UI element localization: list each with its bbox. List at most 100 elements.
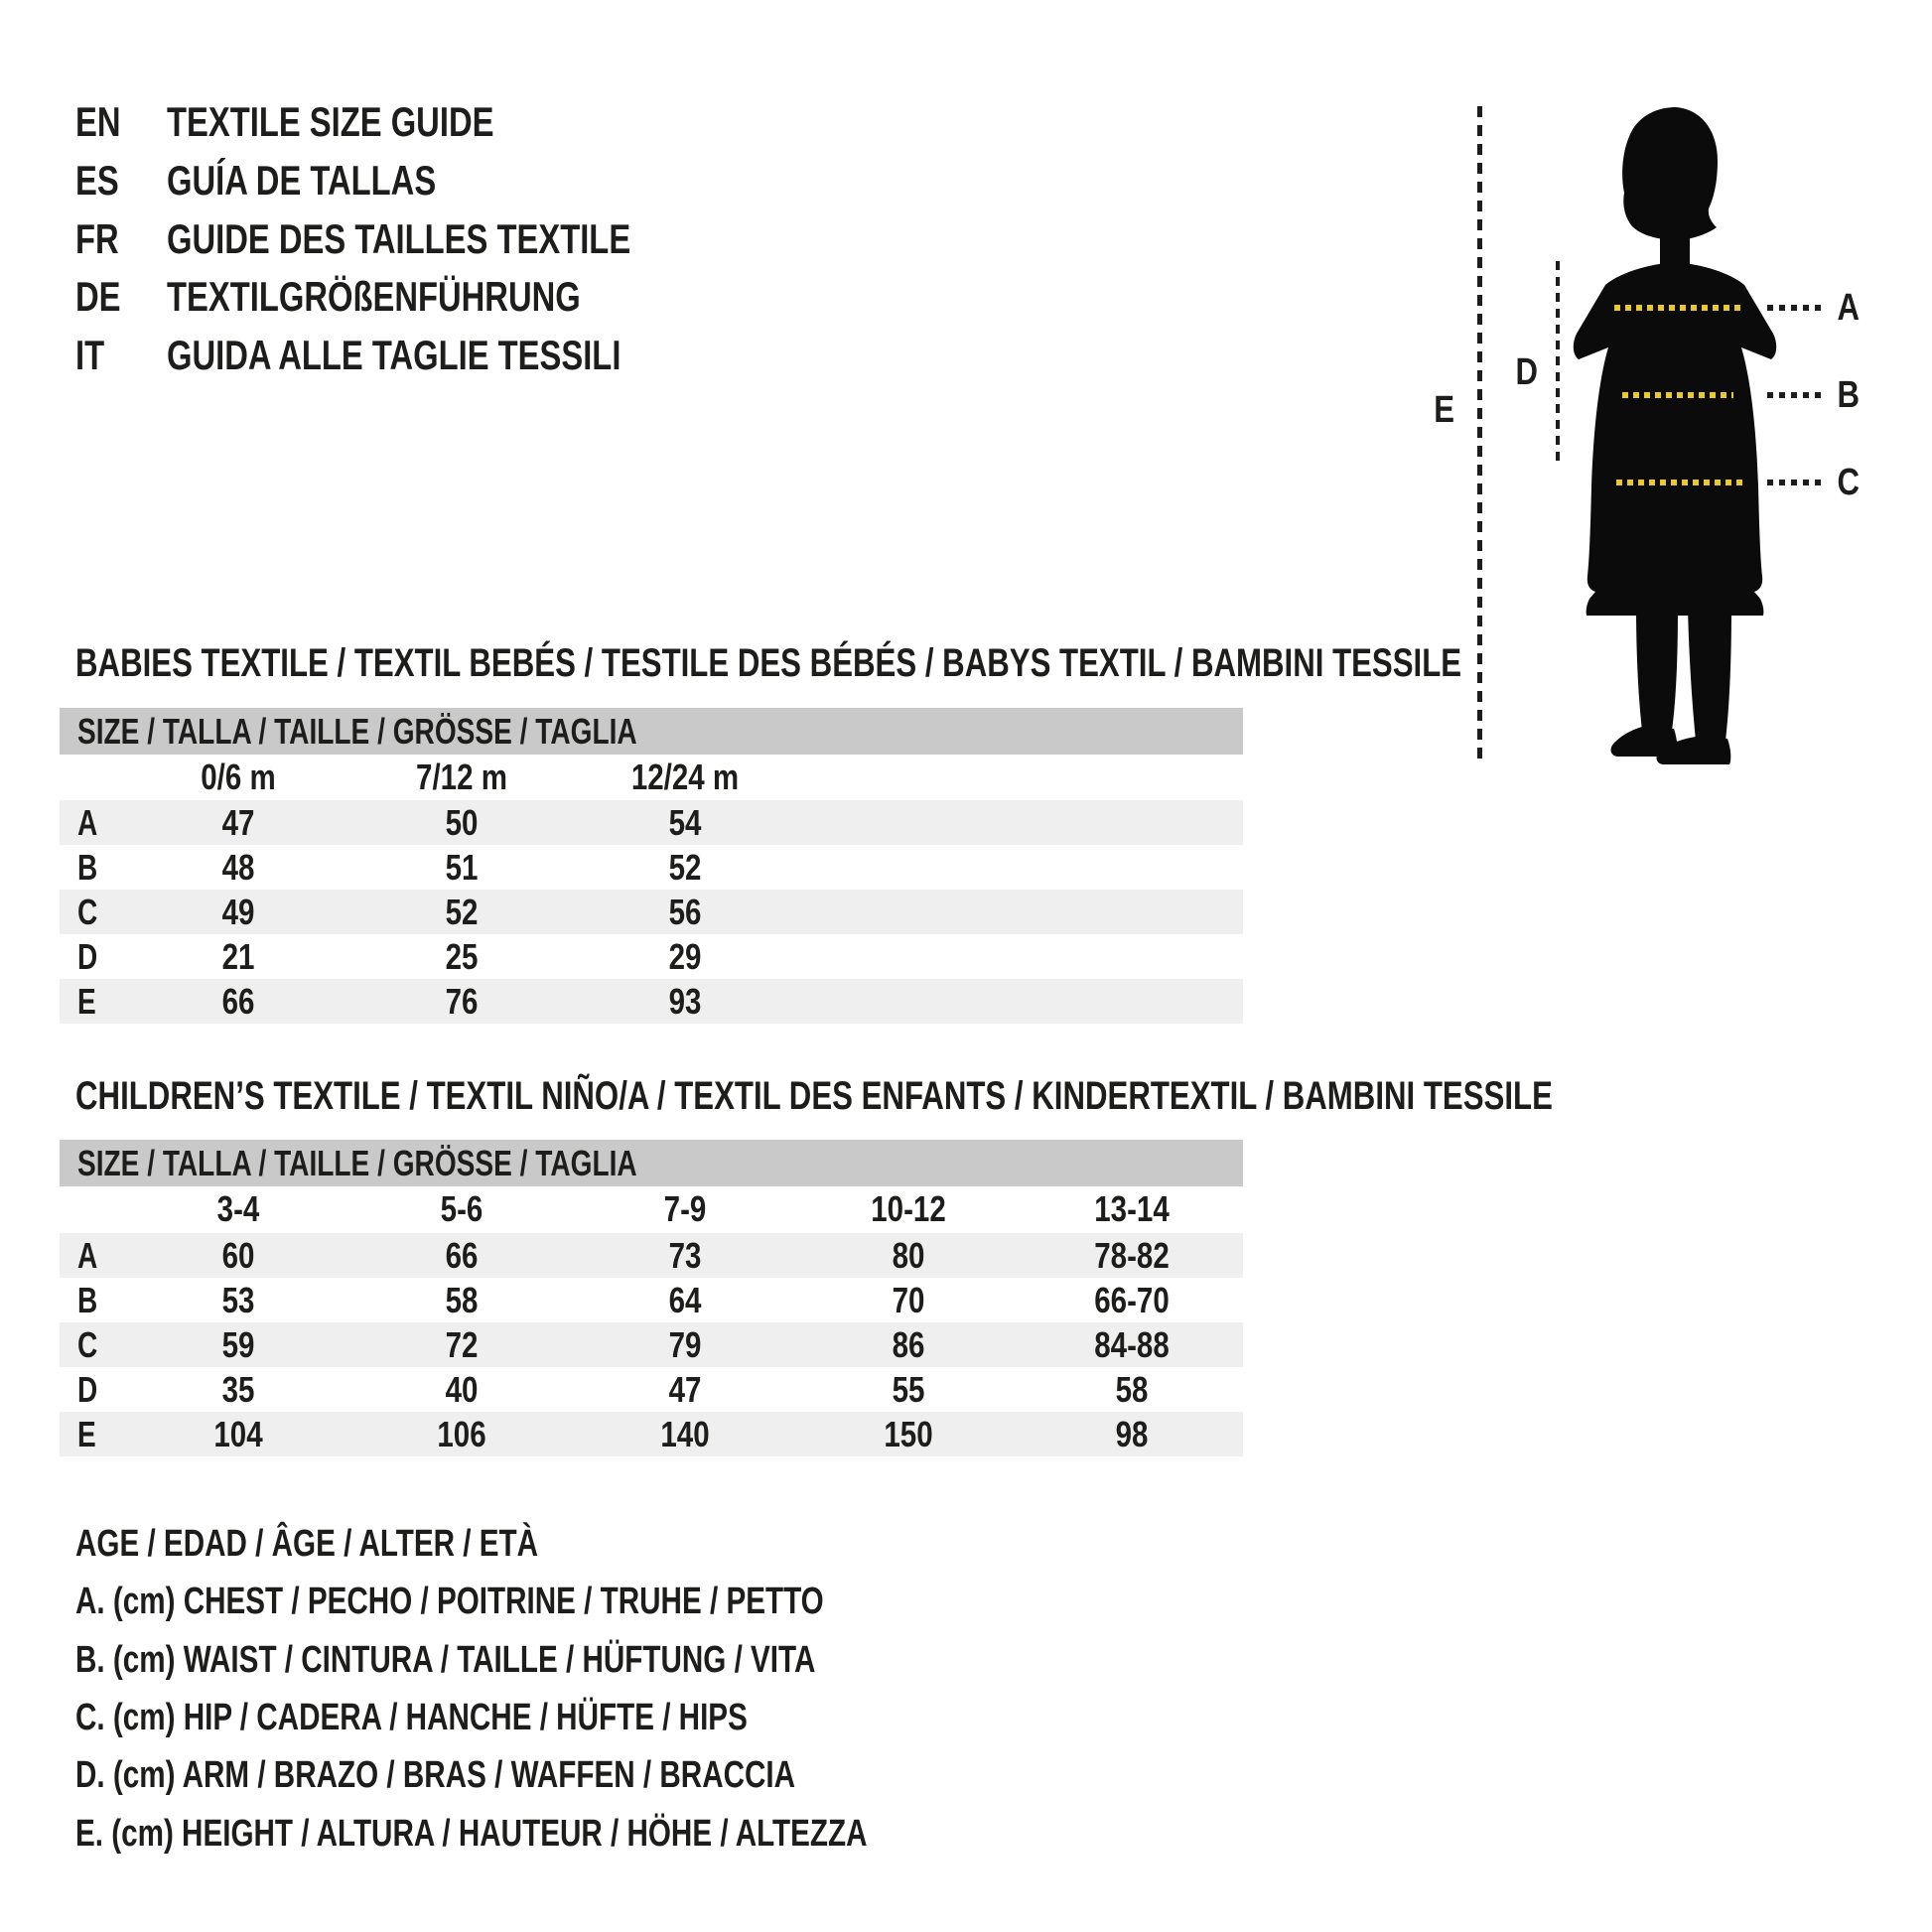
table-cell: 47 — [221, 802, 255, 843]
table-cell: 49 — [221, 892, 255, 932]
language-title: TEXTILE SIZE GUIDE — [167, 98, 494, 145]
legend-age: AGE / EDAD / ÂGE / ALTER / ETÀ — [75, 1523, 539, 1565]
language-title: GUÍA DE TALLAS — [167, 157, 437, 204]
table-cell: 29 — [668, 936, 702, 977]
language-code: DE — [75, 273, 121, 320]
children-column-header-row: 3-4 5-6 7-9 10-12 13-14 — [60, 1186, 1243, 1232]
language-title: GUIDE DES TAILLES TEXTILE — [167, 215, 631, 262]
column-header: 0/6 m — [201, 757, 276, 797]
table-cell: 84-88 — [1094, 1324, 1170, 1365]
table-cell: 47 — [668, 1369, 702, 1410]
language-code: FR — [75, 215, 119, 262]
label-chest: A — [1837, 287, 1860, 329]
table-cell: 64 — [668, 1280, 702, 1320]
column-header: 12/24 m — [630, 757, 740, 797]
table-cell: 50 — [445, 802, 479, 843]
chest-measure-line — [1614, 305, 1741, 311]
babies-section-title: BABIES TEXTILE / TEXTIL BEBÉS / TESTILE … — [75, 641, 1462, 685]
table-cell: 72 — [445, 1324, 479, 1365]
table-cell: 86 — [892, 1324, 925, 1365]
column-header: 7-9 — [663, 1188, 707, 1229]
legend-chest: A. (cm) CHEST / PECHO / POITRINE / TRUHE… — [75, 1581, 824, 1622]
babies-row-c: C 49 52 56 — [60, 890, 1243, 934]
silhouette-left-leg — [1636, 607, 1678, 731]
hip-leader-line — [1767, 480, 1825, 485]
language-title: GUIDA ALLE TAGLIE TESSILI — [167, 332, 621, 378]
height-dashed-line — [1477, 106, 1482, 766]
table-cell: 66-70 — [1094, 1280, 1170, 1320]
table-cell: 98 — [1115, 1414, 1149, 1454]
column-header: 10-12 — [871, 1188, 946, 1229]
table-cell: 73 — [668, 1235, 702, 1276]
table-cell: 78-82 — [1094, 1235, 1170, 1276]
table-cell: 66 — [221, 981, 255, 1022]
waist-leader-line — [1767, 392, 1825, 398]
babies-size-header-bar: SIZE / TALLA / TAILLE / GRÖSSE / TAGLIA — [60, 708, 1243, 755]
table-cell: 150 — [884, 1414, 933, 1454]
table-cell: 55 — [892, 1369, 925, 1410]
children-size-header-label: SIZE / TALLA / TAILLE / GRÖSSE / TAGLIA — [77, 1143, 637, 1183]
babies-size-header-label: SIZE / TALLA / TAILLE / GRÖSSE / TAGLIA — [77, 711, 637, 752]
children-row-b: B 53 58 64 70 66-70 — [60, 1278, 1243, 1322]
column-header: 13-14 — [1094, 1188, 1170, 1229]
silhouette-right-shoe — [1656, 737, 1731, 764]
table-cell: 93 — [668, 981, 702, 1022]
babies-row-b: B 48 51 52 — [60, 845, 1243, 890]
babies-row-a: A 47 50 54 — [60, 800, 1243, 845]
children-row-d: D 35 40 47 55 58 — [60, 1367, 1243, 1412]
table-cell: 25 — [445, 936, 479, 977]
table-cell: 40 — [445, 1369, 479, 1410]
hip-measure-line — [1616, 480, 1743, 485]
table-cell: 59 — [221, 1324, 255, 1365]
table-cell: 52 — [668, 847, 702, 888]
legend-hip: C. (cm) HIP / CADERA / HANCHE / HÜFTE / … — [75, 1697, 748, 1738]
label-hip: C — [1837, 462, 1860, 503]
table-cell: 56 — [668, 892, 702, 932]
label-arm: D — [1515, 351, 1538, 393]
children-size-header-bar: SIZE / TALLA / TAILLE / GRÖSSE / TAGLIA — [60, 1140, 1243, 1186]
label-height: E — [1434, 389, 1455, 431]
column-header: 7/12 m — [416, 757, 507, 797]
arm-dashed-line — [1556, 261, 1560, 468]
table-cell: 76 — [445, 981, 479, 1022]
child-silhouette — [1573, 107, 1777, 764]
table-cell: 53 — [221, 1280, 255, 1320]
label-waist: B — [1837, 374, 1860, 416]
column-header: 5-6 — [440, 1188, 483, 1229]
children-row-c: C 59 72 79 86 84-88 — [60, 1322, 1243, 1367]
silhouette-head — [1622, 107, 1718, 240]
legend-waist: B. (cm) WAIST / CINTURA / TAILLE / HÜFTU… — [75, 1639, 816, 1681]
babies-row-d: D 21 25 29 — [60, 934, 1243, 979]
table-cell: 70 — [892, 1280, 925, 1320]
table-cell: 35 — [221, 1369, 255, 1410]
table-cell: 52 — [445, 892, 479, 932]
table-cell: 48 — [221, 847, 255, 888]
table-cell: 106 — [437, 1414, 486, 1454]
legend-arm: D. (cm) ARM / BRAZO / BRAS / WAFFEN / BR… — [75, 1754, 796, 1796]
children-row-e: E 104 106 140 150 98 — [60, 1412, 1243, 1456]
table-cell: 58 — [445, 1280, 479, 1320]
silhouette-body — [1573, 262, 1777, 616]
table-cell: 79 — [668, 1324, 702, 1365]
table-cell: 51 — [445, 847, 479, 888]
waist-measure-line — [1622, 392, 1733, 398]
language-code: EN — [75, 98, 121, 145]
children-section-title: CHILDREN’S TEXTILE / TEXTIL NIÑO/A / TEX… — [75, 1074, 1553, 1118]
silhouette-right-leg — [1688, 607, 1731, 741]
silhouette-left-shoe — [1610, 727, 1678, 757]
babies-row-e: E 66 76 93 — [60, 979, 1243, 1024]
chest-leader-line — [1767, 305, 1825, 311]
table-cell: 58 — [1115, 1369, 1149, 1410]
table-cell: 54 — [668, 802, 702, 843]
children-row-a: A 60 66 73 80 78-82 — [60, 1233, 1243, 1278]
table-cell: 66 — [445, 1235, 479, 1276]
table-cell: 140 — [660, 1414, 710, 1454]
babies-column-header-row: 0/6 m 7/12 m 12/24 m — [60, 755, 1243, 800]
table-cell: 21 — [221, 936, 255, 977]
language-code: IT — [75, 332, 105, 378]
language-code: ES — [75, 157, 119, 204]
table-cell: 104 — [213, 1414, 263, 1454]
language-title: TEXTILGRÖßENFÜHRUNG — [167, 273, 581, 320]
column-header: 3-4 — [216, 1188, 260, 1229]
